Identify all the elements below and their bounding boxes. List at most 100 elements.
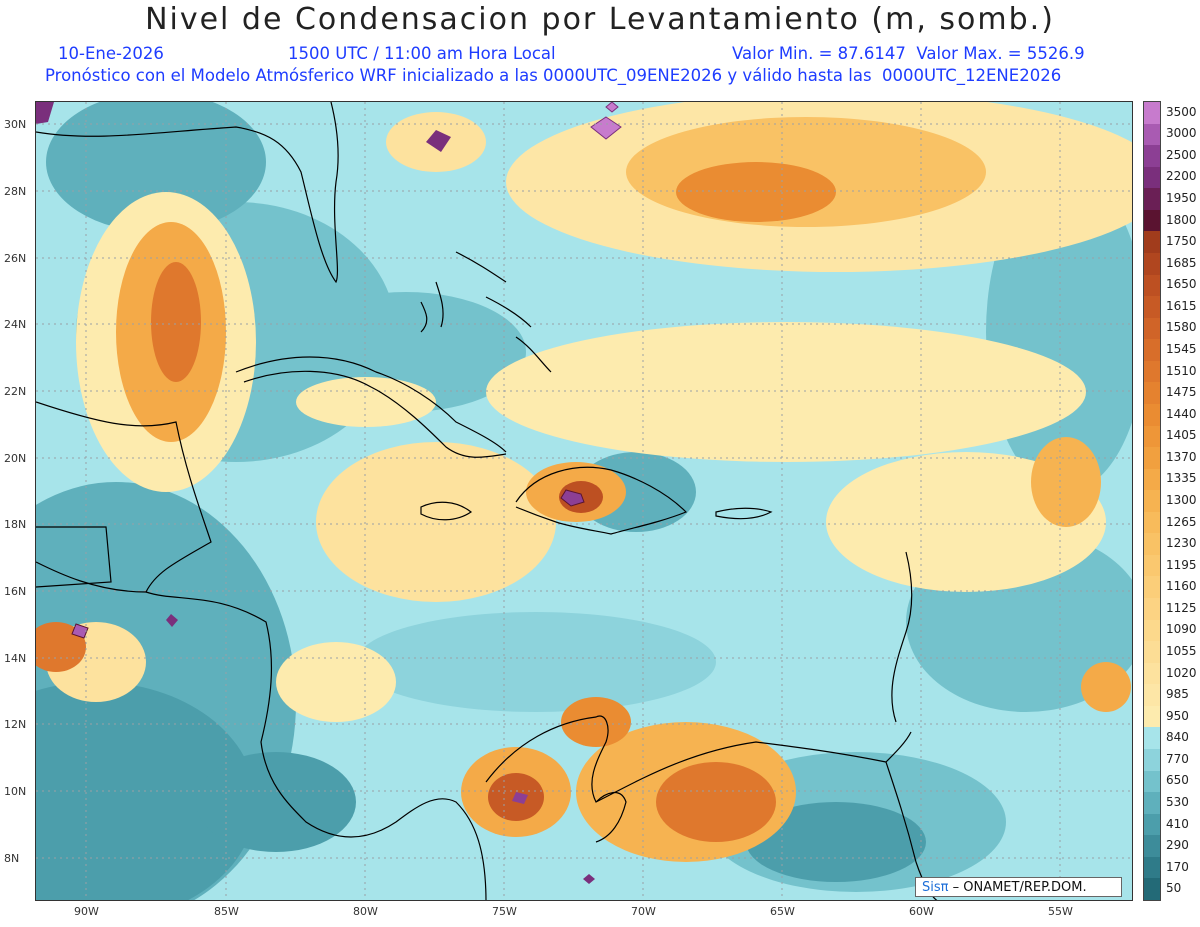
lat-label: 22N (4, 385, 27, 398)
lat-label: 18N (4, 518, 27, 531)
legend-label: 1510 (1166, 363, 1197, 378)
legend-swatch (1144, 447, 1160, 470)
legend-swatch (1144, 209, 1160, 232)
legend-label: 950 (1166, 708, 1189, 723)
legend-label: 1580 (1166, 320, 1197, 335)
legend-swatch (1144, 231, 1160, 254)
credit-text: – ONAMET/REP.DOM. (948, 880, 1087, 895)
legend-swatch (1144, 835, 1160, 858)
model-info: Pronóstico con el Modelo Atmósferico WRF… (45, 66, 1062, 85)
legend-swatch (1144, 533, 1160, 556)
grid-lines (36, 102, 1132, 900)
legend-swatch (1144, 188, 1160, 211)
legend-swatch (1144, 705, 1160, 728)
legend-label: 1335 (1166, 471, 1197, 486)
legend-swatch (1144, 684, 1160, 707)
legend-label: 1230 (1166, 536, 1197, 551)
lat-label: 10N (4, 785, 27, 798)
legend-label: 1950 (1166, 191, 1197, 206)
legend-swatch (1144, 749, 1160, 772)
sispi-logo: Sisπ (922, 880, 949, 895)
lat-label: 16N (4, 585, 27, 598)
legend-swatch (1144, 274, 1160, 297)
legend-label: 530 (1166, 794, 1189, 809)
legend-swatch (1144, 619, 1160, 642)
lat-label: 28N (4, 185, 27, 198)
legend-label: 170 (1166, 859, 1189, 874)
legend-label: 3500 (1166, 104, 1197, 119)
legend-swatch (1144, 102, 1160, 125)
legend-label: 1615 (1166, 298, 1197, 313)
legend-swatch (1144, 145, 1160, 168)
legend-label: 1265 (1166, 514, 1197, 529)
lon-label: 75W (492, 905, 517, 918)
legend-swatch (1144, 662, 1160, 685)
legend-label: 1125 (1166, 600, 1197, 615)
legend-swatch (1144, 382, 1160, 405)
legend-swatch (1144, 317, 1160, 340)
legend-swatch (1144, 813, 1160, 836)
legend-label: 1800 (1166, 212, 1197, 227)
legend-label: 1055 (1166, 643, 1197, 658)
legend-label: 2200 (1166, 169, 1197, 184)
legend-label: 840 (1166, 730, 1189, 745)
lat-label: 14N (4, 652, 27, 665)
legend-label: 1440 (1166, 406, 1197, 421)
lat-label: 26N (4, 252, 27, 265)
legend-label: 1405 (1166, 428, 1197, 443)
legend-swatch (1144, 166, 1160, 189)
legend-label: 1750 (1166, 234, 1197, 249)
lon-label: 65W (770, 905, 795, 918)
legend-swatch (1144, 252, 1160, 276)
legend-label: 3000 (1166, 126, 1197, 141)
legend-swatch (1144, 296, 1160, 319)
legend-label: 1475 (1166, 385, 1197, 400)
legend-label: 1685 (1166, 255, 1197, 270)
legend-swatch (1144, 792, 1160, 815)
legend-label: 1020 (1166, 665, 1197, 680)
legend-swatch (1144, 727, 1160, 750)
lat-label: 30N (4, 118, 27, 131)
legend-label: 2500 (1166, 147, 1197, 162)
legend-swatch (1144, 360, 1160, 383)
lon-label: 85W (214, 905, 239, 918)
legend-label: 1370 (1166, 449, 1197, 464)
lat-label: 20N (4, 452, 27, 465)
legend-swatch (1144, 641, 1160, 664)
lon-label: 60W (909, 905, 934, 918)
lon-label: 80W (353, 905, 378, 918)
lon-label: 70W (631, 905, 656, 918)
color-legend (1143, 101, 1161, 901)
field-peaks (36, 102, 622, 884)
lat-label: 12N (4, 718, 27, 731)
legend-label: 1090 (1166, 622, 1197, 637)
legend-label: 290 (1166, 838, 1189, 853)
legend-label: 1300 (1166, 493, 1197, 507)
legend-label: 1195 (1166, 557, 1197, 572)
lat-label: 24N (4, 318, 27, 331)
field-high-areas (36, 102, 1132, 862)
legend-swatch (1144, 576, 1160, 599)
legend-label: 1545 (1166, 342, 1197, 357)
legend-swatch (1144, 468, 1160, 491)
legend-swatch (1144, 554, 1160, 577)
forecast-date: 10-Ene-2026 (58, 44, 164, 63)
legend-label: 650 (1166, 773, 1189, 788)
legend-swatch (1144, 123, 1160, 146)
legend-label: 1650 (1166, 277, 1197, 292)
legend-swatch (1144, 598, 1160, 621)
legend-label: 410 (1166, 816, 1189, 831)
legend-swatch (1144, 770, 1160, 793)
legend-swatch (1144, 490, 1160, 513)
forecast-time: 1500 UTC / 11:00 am Hora Local (288, 44, 556, 63)
lon-label: 90W (74, 905, 99, 918)
lon-label: 55W (1048, 905, 1073, 918)
field-low-areas (36, 102, 1132, 900)
coastlines (36, 102, 938, 900)
legend-swatch (1144, 878, 1160, 901)
legend-swatch (1144, 511, 1160, 534)
min-max-values: Valor Min. = 87.6147 Valor Max. = 5526.9 (732, 44, 1085, 63)
condensation-level-map (35, 101, 1133, 901)
legend-swatch (1144, 856, 1160, 879)
legend-swatch (1144, 425, 1160, 448)
